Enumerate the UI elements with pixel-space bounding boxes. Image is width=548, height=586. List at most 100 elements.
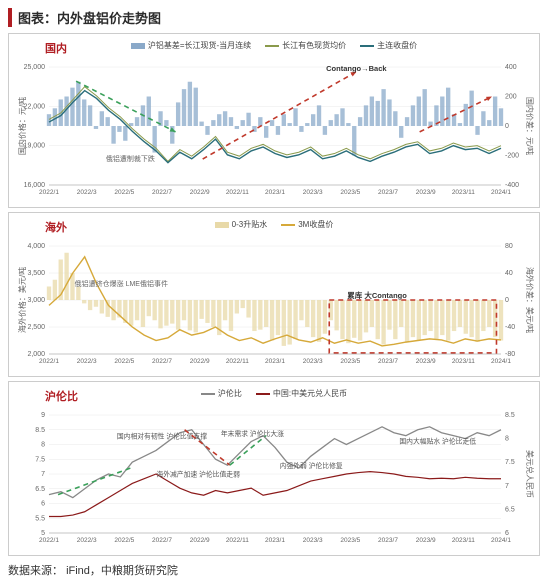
chart-domestic: 16,00019,00022,00025,000国内价格：元/吨-400-200… bbox=[15, 51, 535, 201]
svg-text:2022/11: 2022/11 bbox=[226, 189, 249, 196]
svg-text:7.5: 7.5 bbox=[35, 456, 45, 463]
svg-text:2022/9: 2022/9 bbox=[190, 358, 210, 365]
panel-overseas: 海外 0-3升贴水 3M收盘价 2,000 2,500 3,000 3,500 4,00… bbox=[8, 212, 540, 377]
svg-text:8: 8 bbox=[41, 442, 45, 449]
svg-text:2022/1: 2022/1 bbox=[39, 358, 59, 365]
svg-text:国内价格：元/吨: 国内价格：元/吨 bbox=[17, 97, 27, 155]
svg-text:16,000: 16,000 bbox=[24, 182, 46, 189]
svg-text:6.5: 6.5 bbox=[505, 506, 515, 513]
svg-text:2022/7: 2022/7 bbox=[152, 189, 172, 196]
svg-text:海外价格：美元/吨: 海外价格：美元/吨 bbox=[17, 267, 27, 333]
svg-text:2022/11: 2022/11 bbox=[226, 537, 249, 544]
svg-text:2022/1: 2022/1 bbox=[39, 189, 59, 196]
legend-bar-ov: 0-3升贴水 bbox=[215, 219, 268, 230]
svg-text:6: 6 bbox=[505, 530, 509, 537]
legend-line-ov: 3M收盘价 bbox=[281, 219, 333, 230]
legend-shlun-label: 沪伦比 bbox=[218, 388, 242, 399]
panel-ratio-label: 沪伦比 bbox=[45, 388, 78, 404]
svg-text:6: 6 bbox=[41, 501, 45, 508]
svg-text:2022/7: 2022/7 bbox=[152, 537, 172, 544]
svg-text:-200: -200 bbox=[505, 153, 519, 160]
legend-main: 主连收盘价 bbox=[360, 40, 417, 51]
svg-text:2022/9: 2022/9 bbox=[190, 189, 210, 196]
svg-text:400: 400 bbox=[505, 64, 517, 71]
svg-text:5.5: 5.5 bbox=[35, 515, 45, 522]
svg-text:俄铝遭挤仓爆涨 LME俄铝事件: 俄铝遭挤仓爆涨 LME俄铝事件 bbox=[75, 279, 168, 288]
svg-text:2023/9: 2023/9 bbox=[416, 358, 436, 365]
svg-text:7.5: 7.5 bbox=[505, 459, 515, 466]
legend-bar-spread: 沪铝基差=长江现货-当月连续 bbox=[131, 40, 251, 51]
svg-text:2022/9: 2022/9 bbox=[190, 537, 210, 544]
svg-text:2022/5: 2022/5 bbox=[114, 189, 134, 196]
svg-text:2024/1: 2024/1 bbox=[491, 358, 511, 365]
svg-text:2022/3: 2022/3 bbox=[77, 537, 97, 544]
svg-text:40: 40 bbox=[505, 270, 513, 277]
panel-overseas-label: 海外 bbox=[45, 219, 67, 235]
svg-text:25,000: 25,000 bbox=[24, 64, 46, 71]
svg-text:8.5: 8.5 bbox=[35, 427, 45, 434]
svg-text:0: 0 bbox=[505, 297, 509, 304]
svg-text:2023/3: 2023/3 bbox=[303, 189, 323, 196]
svg-text:2022/5: 2022/5 bbox=[114, 358, 134, 365]
svg-text:2023/11: 2023/11 bbox=[452, 189, 475, 196]
svg-text:内强外弱 沪伦比修复: 内强外弱 沪伦比修复 bbox=[280, 461, 343, 470]
svg-text:4,000: 4,000 bbox=[27, 243, 45, 250]
legend-line-ov-label: 3M收盘价 bbox=[298, 219, 333, 230]
svg-text:年末需求 沪伦比大涨: 年末需求 沪伦比大涨 bbox=[221, 429, 284, 438]
legend-line1-label: 长江有色现货均价 bbox=[282, 40, 346, 51]
legend-cny-label: 中国:中美元兑人民币 bbox=[273, 388, 347, 399]
panel-domestic: 国内 沪铝基差=长江现货-当月连续 长江有色现货均价 主连收盘价 16,0001… bbox=[8, 33, 540, 208]
legend-domestic: 沪铝基差=长江现货-当月连续 长江有色现货均价 主连收盘价 bbox=[15, 40, 533, 51]
svg-text:2023/1: 2023/1 bbox=[265, 537, 285, 544]
svg-text:2023/11: 2023/11 bbox=[452, 537, 475, 544]
svg-text:2023/1: 2023/1 bbox=[265, 189, 285, 196]
svg-text:2023/5: 2023/5 bbox=[340, 537, 360, 544]
svg-text:2024/1: 2024/1 bbox=[491, 189, 511, 196]
source-label: 数据来源： bbox=[8, 565, 63, 577]
svg-text:9: 9 bbox=[41, 412, 45, 419]
svg-text:2023/3: 2023/3 bbox=[303, 537, 323, 544]
svg-text:7: 7 bbox=[41, 471, 45, 478]
svg-text:3,500: 3,500 bbox=[27, 270, 45, 277]
svg-text:2023/7: 2023/7 bbox=[378, 358, 398, 365]
svg-text:国内大幅贴水 沪伦比走低: 国内大幅贴水 沪伦比走低 bbox=[399, 436, 476, 445]
svg-text:Contango→Back: Contango→Back bbox=[326, 64, 387, 73]
svg-text:2022/3: 2022/3 bbox=[77, 189, 97, 196]
svg-text:海外减产加速 沪伦比值走弱: 海外减产加速 沪伦比值走弱 bbox=[156, 469, 240, 478]
svg-text:2024/1: 2024/1 bbox=[491, 537, 511, 544]
svg-text:海外价差：美元/吨: 海外价差：美元/吨 bbox=[525, 267, 535, 333]
svg-text:2022/7: 2022/7 bbox=[152, 358, 172, 365]
svg-text:2023/3: 2023/3 bbox=[303, 358, 323, 365]
svg-text:6.5: 6.5 bbox=[35, 486, 45, 493]
svg-text:2023/5: 2023/5 bbox=[340, 189, 360, 196]
legend-ratio: 沪伦比 中国:中美元兑人民币 bbox=[15, 388, 533, 399]
panel-domestic-label: 国内 bbox=[45, 40, 67, 56]
svg-text:累库 大Contango: 累库 大Contango bbox=[347, 290, 407, 300]
svg-text:2,500: 2,500 bbox=[27, 324, 45, 331]
svg-text:200: 200 bbox=[505, 94, 517, 101]
svg-text:-400: -400 bbox=[505, 182, 519, 189]
svg-text:2022/1: 2022/1 bbox=[39, 537, 59, 544]
svg-text:-40: -40 bbox=[505, 324, 515, 331]
data-source: 数据来源： iFind，中粮期货研究院 bbox=[8, 562, 540, 578]
figure-title: 图表：内外盘铝价走势图 bbox=[8, 8, 540, 27]
chart-overseas: 2,000 2,500 3,000 3,500 4,000 海外价格：美元/吨 -80 -40… bbox=[15, 230, 535, 370]
svg-text:2023/9: 2023/9 bbox=[416, 189, 436, 196]
legend-line2-label: 主连收盘价 bbox=[377, 40, 417, 51]
svg-text:8.5: 8.5 bbox=[505, 412, 515, 419]
svg-text:8: 8 bbox=[505, 436, 509, 443]
legend-bar-label: 沪铝基差=长江现货-当月连续 bbox=[148, 40, 251, 51]
svg-text:2023/7: 2023/7 bbox=[378, 537, 398, 544]
legend-overseas: 0-3升贴水 3M收盘价 bbox=[15, 219, 533, 230]
svg-text:-80: -80 bbox=[505, 351, 515, 358]
svg-text:3,000: 3,000 bbox=[27, 297, 45, 304]
svg-text:2023/1: 2023/1 bbox=[265, 358, 285, 365]
legend-bar-ov-label: 0-3升贴水 bbox=[232, 219, 268, 230]
svg-text:2,000: 2,000 bbox=[27, 351, 45, 358]
source-value: iFind，中粮期货研究院 bbox=[66, 565, 178, 577]
svg-text:俄铝遭制裁下跌: 俄铝遭制裁下跌 bbox=[106, 154, 155, 163]
svg-text:5: 5 bbox=[41, 530, 45, 537]
svg-text:国内价差：元/吨: 国内价差：元/吨 bbox=[525, 97, 535, 155]
svg-text:80: 80 bbox=[505, 243, 513, 250]
legend-cny: 中国:中美元兑人民币 bbox=[256, 388, 347, 399]
